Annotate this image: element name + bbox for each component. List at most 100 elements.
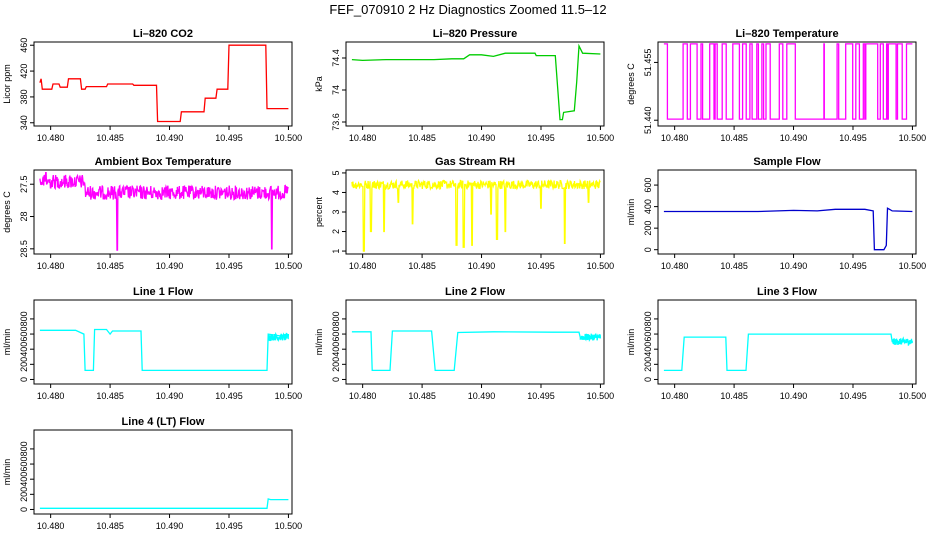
y-tick-label: 73.6 bbox=[331, 113, 341, 131]
x-tick-label: 10.480 bbox=[661, 133, 689, 143]
chart-svg: Line 4 (LT) Flow 10.480 10.485 10.490 10.495… bbox=[2, 416, 303, 531]
y-tick-label: 420 bbox=[19, 64, 29, 79]
chart-svg: Line 3 Flow 10.480 10.485 10.490 10.495 10.50… bbox=[626, 286, 926, 401]
y-tick-label: 51.440 bbox=[643, 106, 653, 134]
y-tick-label: 1 bbox=[331, 249, 341, 254]
panel-line1-flow: Line 1 Flow 10.480 10.485 10.490 10.495 10.50… bbox=[0, 284, 312, 409]
y-tick-label: 800 bbox=[19, 311, 29, 326]
y-tick-label: 600 bbox=[19, 457, 29, 472]
x-tick-label: 10.495 bbox=[527, 133, 555, 143]
chart-svg: Li–820 CO2 10.480 10.485 10.490 10.495 10.500… bbox=[2, 28, 303, 143]
plot-frame bbox=[657, 169, 917, 255]
y-tick-label: 0 bbox=[643, 247, 653, 252]
x-tick-label: 10.490 bbox=[780, 391, 808, 401]
plot-frame bbox=[33, 299, 293, 385]
plot-frame bbox=[33, 169, 293, 255]
x-tick-label: 10.490 bbox=[156, 391, 184, 401]
y-tick-label: 200 bbox=[19, 357, 29, 372]
y-axis-label: ml/min bbox=[626, 199, 636, 226]
y-tick-label: 0 bbox=[19, 507, 29, 512]
x-tick-label: 10.500 bbox=[899, 133, 927, 143]
series-line bbox=[351, 330, 601, 372]
y-tick-label: 51.455 bbox=[643, 49, 653, 77]
y-tick-label: 28 bbox=[19, 212, 29, 222]
x-tick-label: 10.485 bbox=[96, 521, 124, 531]
plot-frame bbox=[33, 429, 293, 515]
x-tick-label: 10.500 bbox=[275, 391, 303, 401]
plot-frame bbox=[657, 41, 917, 127]
x-tick-label: 10.480 bbox=[37, 133, 65, 143]
x-tick-label: 10.490 bbox=[468, 391, 496, 401]
x-tick-label: 10.495 bbox=[527, 261, 555, 271]
panel-title: Li–820 Pressure bbox=[433, 28, 517, 40]
plot-frame bbox=[33, 41, 293, 127]
y-tick-label: 400 bbox=[19, 472, 29, 487]
x-tick-label: 10.500 bbox=[275, 261, 303, 271]
x-tick-label: 10.500 bbox=[899, 261, 927, 271]
x-tick-label: 10.485 bbox=[720, 261, 748, 271]
y-axis-label: ml/min bbox=[314, 329, 324, 356]
series-line bbox=[351, 178, 601, 252]
chart-svg: Line 1 Flow 10.480 10.485 10.490 10.495 10.50… bbox=[2, 286, 303, 401]
x-tick-label: 10.490 bbox=[156, 521, 184, 531]
x-tick-label: 10.495 bbox=[839, 261, 867, 271]
y-tick-label: 400 bbox=[643, 199, 653, 214]
x-tick-label: 10.490 bbox=[780, 261, 808, 271]
x-tick-label: 10.485 bbox=[408, 391, 436, 401]
panel-title: Ambient Box Temperature bbox=[95, 156, 232, 168]
x-tick-label: 10.480 bbox=[349, 261, 377, 271]
y-tick-label: 3 bbox=[331, 209, 341, 214]
panel-title: Line 1 Flow bbox=[133, 286, 193, 298]
x-tick-label: 10.495 bbox=[527, 391, 555, 401]
y-tick-label: 400 bbox=[643, 342, 653, 357]
x-tick-label: 10.485 bbox=[96, 261, 124, 271]
x-tick-label: 10.495 bbox=[215, 521, 243, 531]
y-axis-label: ml/min bbox=[2, 459, 12, 486]
y-tick-label: 74.4 bbox=[331, 49, 341, 67]
x-tick-label: 10.495 bbox=[839, 391, 867, 401]
y-tick-label: 0 bbox=[643, 377, 653, 382]
panel-line4-flow: Line 4 (LT) Flow 10.480 10.485 10.490 10.495… bbox=[0, 414, 312, 539]
x-tick-label: 10.485 bbox=[408, 133, 436, 143]
panel-title: Li–820 Temperature bbox=[735, 28, 838, 40]
y-tick-label: 400 bbox=[331, 342, 341, 357]
plot-frame bbox=[657, 299, 917, 385]
series-line bbox=[663, 333, 913, 372]
chart-svg: Ambient Box Temperature 10.480 10.485 10.49… bbox=[2, 156, 303, 271]
y-axis-label: percent bbox=[314, 196, 324, 227]
panel-line2-flow: Line 2 Flow 10.480 10.485 10.490 10.495 10.50… bbox=[312, 284, 624, 409]
y-tick-label: 5 bbox=[331, 170, 341, 175]
panel-title: Li–820 CO2 bbox=[133, 28, 193, 40]
y-tick-label: 340 bbox=[19, 115, 29, 130]
panel-sample-flow: Sample Flow 10.480 10.485 10.490 10.495 10.50… bbox=[624, 154, 936, 279]
y-tick-label: 2 bbox=[331, 229, 341, 234]
x-tick-label: 10.490 bbox=[468, 133, 496, 143]
x-tick-label: 10.480 bbox=[37, 521, 65, 531]
x-tick-label: 10.480 bbox=[661, 261, 689, 271]
y-tick-label: 800 bbox=[19, 441, 29, 456]
x-tick-label: 10.485 bbox=[720, 391, 748, 401]
y-tick-label: 4 bbox=[331, 190, 341, 195]
y-tick-label: 200 bbox=[19, 487, 29, 502]
y-axis-label: degrees C bbox=[2, 191, 12, 233]
y-tick-label: 380 bbox=[19, 89, 29, 104]
y-axis-label: degrees C bbox=[626, 63, 636, 105]
y-tick-label: 460 bbox=[19, 38, 29, 53]
y-tick-label: 200 bbox=[331, 357, 341, 372]
x-tick-label: 10.490 bbox=[156, 261, 184, 271]
x-tick-label: 10.500 bbox=[275, 133, 303, 143]
x-tick-label: 10.495 bbox=[839, 133, 867, 143]
chart-svg: Sample Flow 10.480 10.485 10.490 10.495 10.50… bbox=[626, 156, 927, 271]
panel-title: Line 3 Flow bbox=[757, 286, 817, 298]
y-axis-label: kPa bbox=[314, 76, 324, 92]
x-tick-label: 10.495 bbox=[215, 133, 243, 143]
panel-title: Line 4 (LT) Flow bbox=[122, 416, 205, 428]
y-tick-label: 600 bbox=[643, 327, 653, 342]
y-axis-label: ml/min bbox=[2, 329, 12, 356]
chart-svg: Li–820 Pressure 10.480 10.485 10.490 10.495 1… bbox=[314, 28, 614, 143]
chart-svg: Gas Stream RH 10.480 10.485 10.490 10.495 10.… bbox=[314, 156, 615, 271]
panel-gas-stream-rh: Gas Stream RH 10.480 10.485 10.490 10.495 10.… bbox=[312, 154, 624, 279]
x-tick-label: 10.500 bbox=[587, 261, 615, 271]
x-tick-label: 10.500 bbox=[275, 521, 303, 531]
series-line bbox=[663, 207, 913, 251]
